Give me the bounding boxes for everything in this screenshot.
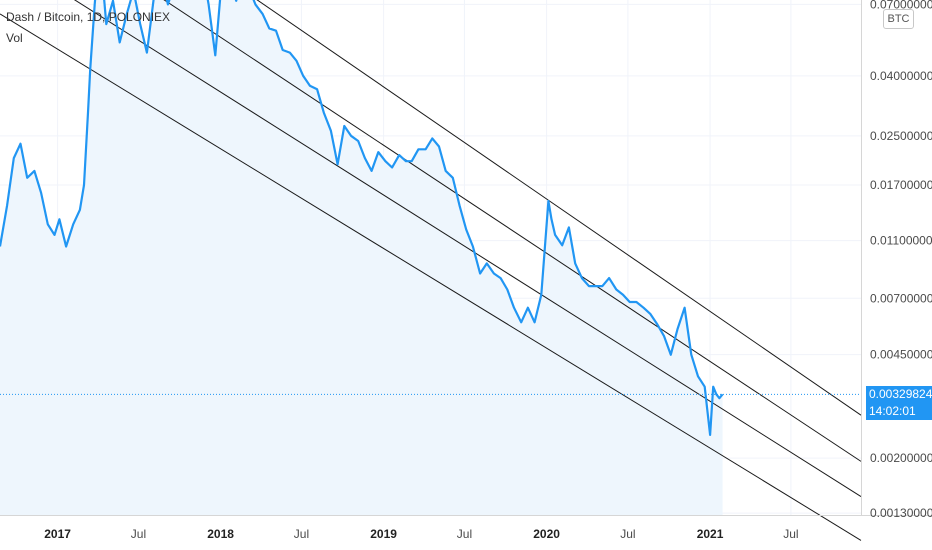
price-tick-label: 0.07000000 <box>870 0 932 11</box>
time-tick-label: 2020 <box>533 527 560 541</box>
channel-line[interactable] <box>0 0 862 416</box>
channel-line[interactable] <box>0 0 862 498</box>
price-tick-label: 0.02500000 <box>870 129 932 143</box>
price-area-fill <box>0 0 723 515</box>
time-axis[interactable]: 2017 Jul 2018 Jul 2019 Jul 2020 Jul 2021 Jul <box>44 527 798 541</box>
chart-legend: Dash / Bitcoin, 1D, POLONIEX Vol <box>6 10 170 45</box>
channel-lines <box>0 0 862 541</box>
currency-button[interactable]: BTC <box>883 9 914 29</box>
time-tick-label: 2017 <box>44 527 71 541</box>
price-tick-label: 0.01700000 <box>870 178 932 192</box>
price-tick-label: 0.01100000 <box>870 234 932 248</box>
volume-label: Vol <box>6 31 23 45</box>
price-tick-label: 0.00700000 <box>870 291 932 305</box>
price-tick-label: 0.00200000 <box>870 451 932 465</box>
price-tick-label: 0.00130000 <box>870 506 932 520</box>
time-tick-label: 2019 <box>370 527 397 541</box>
price-tick-label: 0.00450000 <box>870 348 932 362</box>
channel-line[interactable] <box>0 0 862 462</box>
time-tick-label: Jul <box>620 527 635 541</box>
price-line <box>0 0 724 436</box>
symbol-title: Dash / Bitcoin, 1D, POLONIEX <box>6 10 171 24</box>
last-price-tag: 0.00329824 <box>866 385 932 403</box>
price-tick-label: 0.04000000 <box>870 69 932 83</box>
time-tick-label: Jul <box>783 527 798 541</box>
time-tick-label: Jul <box>294 527 309 541</box>
price-axis[interactable]: 0.110000000.070000000.040000000.02500000… <box>870 0 932 520</box>
time-tick-label: 2018 <box>207 527 234 541</box>
channel-line[interactable] <box>0 13 862 541</box>
time-tick-label: Jul <box>131 527 146 541</box>
bar-countdown-tag: 14:02:01 <box>866 402 932 420</box>
time-tick-label: 2021 <box>697 527 724 541</box>
time-tick-label: Jul <box>457 527 472 541</box>
